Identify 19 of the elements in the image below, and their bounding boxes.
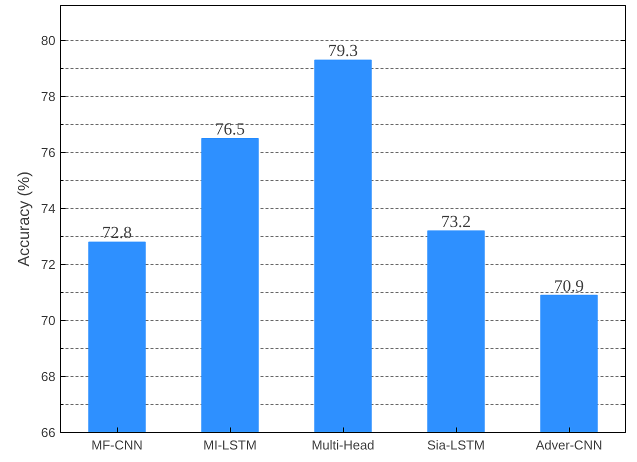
x-tick-label: MI-LSTM [203, 438, 257, 452]
y-tick-label: 78 [41, 89, 56, 104]
y-tick-label: 74 [41, 201, 56, 216]
y-tick-label: 68 [41, 369, 56, 384]
data-label: 73.2 [441, 212, 471, 231]
y-tick-label: 70 [41, 313, 56, 328]
x-tick-label: Adver-CNN [536, 438, 602, 452]
y-tick-label: 66 [41, 425, 56, 440]
x-tick-label: Multi-Head [312, 438, 374, 452]
y-tick-label: 76 [41, 145, 56, 160]
x-tick-label: MF-CNN [91, 438, 143, 452]
y-tick-label: 80 [41, 33, 56, 48]
data-label: 79.3 [328, 41, 358, 60]
y-tick-label: 72 [41, 257, 56, 272]
data-label: 70.9 [554, 276, 584, 296]
y-axis-title: Accuracy (%) [16, 171, 34, 267]
data-label: 72.8 [102, 223, 132, 242]
data-label: 76.5 [215, 120, 245, 138]
x-tick-label: Sia-LSTM [427, 438, 485, 452]
